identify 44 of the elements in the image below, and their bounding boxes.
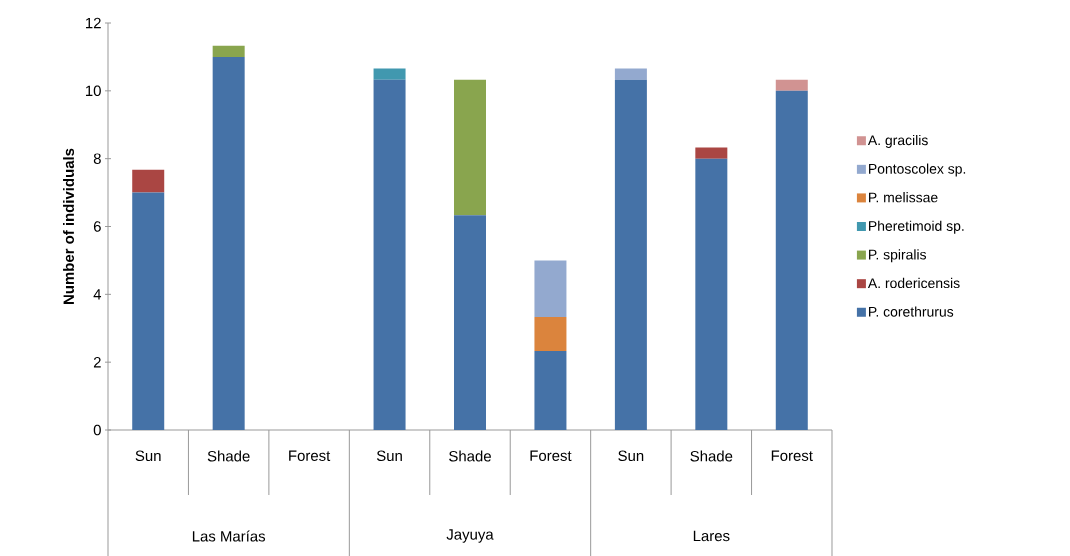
legend-label: A. rodericensis <box>867 277 960 288</box>
y-axis-title: Number of individuals <box>63 148 75 304</box>
bar <box>775 90 808 430</box>
y-tick-label: 8 <box>93 153 101 164</box>
y-tick-label: 2 <box>93 356 101 368</box>
bar <box>373 79 406 430</box>
bar <box>534 350 567 430</box>
text: Jayuya <box>446 529 494 543</box>
legend-label: Pontoscolex sp. <box>869 163 966 177</box>
bar <box>614 68 647 80</box>
legend-label: Pheretimoid sp. <box>869 220 964 234</box>
bar <box>614 79 647 430</box>
text: Las Marías <box>192 530 266 542</box>
y-tick-label: 4 <box>93 288 102 300</box>
bar <box>534 316 567 351</box>
x-tick-label: Forest <box>289 450 331 461</box>
y-tick-label: 0 <box>93 424 101 436</box>
bar <box>534 260 567 317</box>
x-tick-label: Sun <box>135 450 161 461</box>
x-tick-label: Shade <box>449 450 491 462</box>
y-tick-label: 10 <box>86 85 101 96</box>
legend-label: P. melissae <box>869 191 938 203</box>
legend-label: A. gracilis <box>867 134 928 148</box>
bar <box>373 68 406 80</box>
bar <box>775 79 808 91</box>
bar <box>454 215 486 430</box>
x-tick-label: Forest <box>771 450 813 461</box>
bar <box>132 169 165 193</box>
x-tick-label: Shade <box>690 450 733 462</box>
bar <box>212 56 245 430</box>
bar <box>454 79 486 216</box>
bar <box>695 147 728 159</box>
y-tick-label: 12 <box>86 17 101 28</box>
x-tick-label: Forest <box>530 450 572 461</box>
x-tick-label: Shade <box>207 450 250 462</box>
x-tick-label: Sun <box>376 450 402 461</box>
bar <box>695 158 728 430</box>
x-tick-label: Sun <box>618 450 644 461</box>
legend-label: P. spiralis <box>869 249 927 263</box>
bar <box>132 192 165 430</box>
text: Lares <box>693 530 730 541</box>
bar <box>212 45 245 57</box>
y-tick-label: 6 <box>93 220 101 232</box>
legend-label: P. corethrurus <box>869 306 954 317</box>
